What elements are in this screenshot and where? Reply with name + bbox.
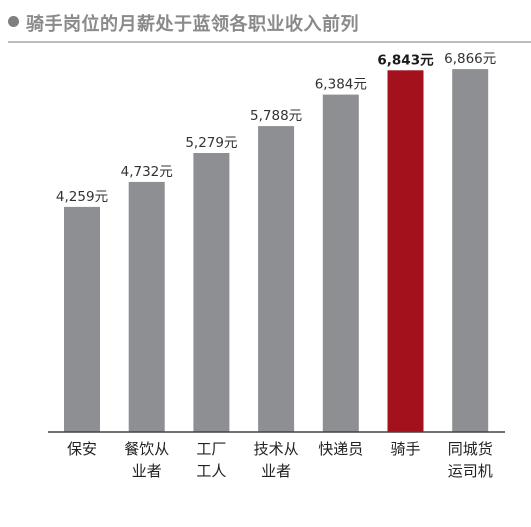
bar-2 (128, 181, 165, 432)
bullet-icon (8, 16, 19, 27)
value-label-4: 5,788元 (250, 108, 302, 124)
bar-1 (64, 206, 100, 432)
category-label-3-line-2: 工人 (196, 462, 226, 480)
category-label-7-line-1: 同城货 (448, 440, 493, 458)
bar-4 (258, 126, 295, 432)
value-label-1: 4,259元 (56, 189, 108, 205)
bar-5 (322, 94, 359, 432)
category-label-3-line-1: 工厂 (196, 440, 226, 458)
value-label-7: 6,866元 (444, 51, 496, 67)
category-label-1: 保安 (67, 440, 97, 458)
category-label-4-line-2: 业者 (261, 462, 291, 480)
header-divider (8, 41, 531, 43)
bar-3 (193, 153, 230, 432)
category-label-6: 骑手 (390, 440, 420, 458)
value-label-3: 5,279元 (185, 135, 237, 151)
chart-title: 骑手岗位的月薪处于蓝领各职业收入前列 (26, 14, 359, 35)
category-label-2-line-2: 业者 (132, 462, 162, 480)
bar-6 (387, 70, 424, 433)
value-label-2: 4,732元 (121, 164, 173, 180)
bar-7 (452, 69, 489, 432)
category-label-2-line-1: 餐饮从 (124, 440, 169, 458)
category-label-5: 快递员 (318, 440, 363, 458)
value-label-5: 6,384元 (315, 77, 367, 93)
category-label-7-line-2: 运司机 (448, 462, 493, 480)
value-label-6: 6,843元 (377, 52, 434, 68)
category-label-4-line-1: 技术从 (254, 440, 299, 458)
chart-header: 骑手岗位的月薪处于蓝领各职业收入前列 (0, 0, 531, 44)
